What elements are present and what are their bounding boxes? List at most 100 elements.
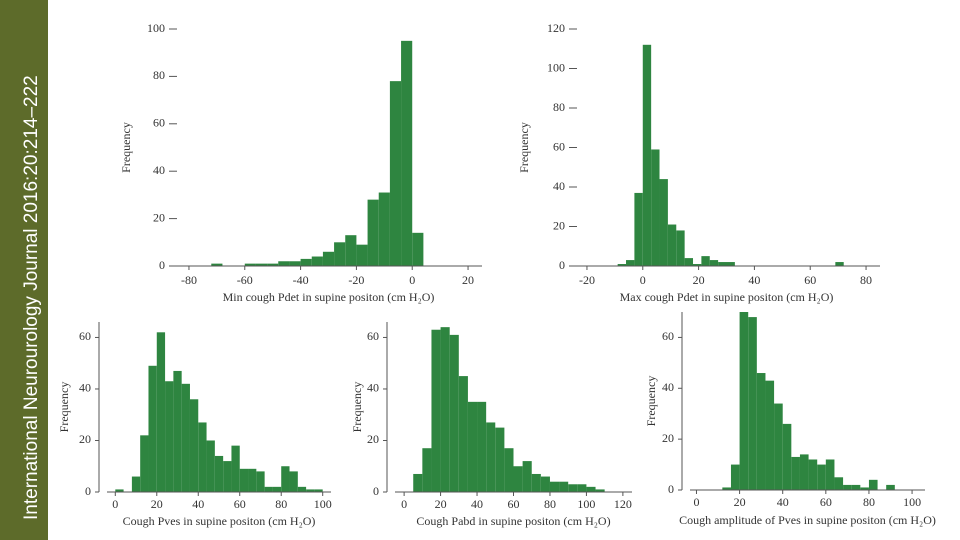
bar <box>264 486 273 492</box>
bar <box>156 332 166 492</box>
y-tick-label: 60 <box>553 139 565 153</box>
bar <box>322 251 335 266</box>
bar <box>297 486 307 492</box>
bar <box>595 489 605 492</box>
bar <box>413 473 423 492</box>
bar <box>642 44 652 266</box>
x-tick-label: 80 <box>860 273 872 287</box>
x-tick-label: 40 <box>748 273 760 287</box>
y-tick-label: 80 <box>553 100 565 114</box>
bar <box>248 468 257 492</box>
y-tick-label: 0 <box>373 484 379 498</box>
y-tick-label: 0 <box>559 258 565 272</box>
bar <box>667 224 677 266</box>
bar <box>825 459 835 490</box>
bar <box>231 445 240 492</box>
bar <box>886 484 895 490</box>
x-tick-label: -60 <box>237 273 253 287</box>
y-axis-label: Frequency <box>644 376 658 427</box>
bar <box>513 466 523 492</box>
bar <box>531 473 541 492</box>
y-tick-label: 60 <box>79 329 91 343</box>
x-tick-label: 120 <box>614 497 632 511</box>
bar <box>458 376 468 492</box>
y-tick-label: 20 <box>367 432 379 446</box>
x-tick-label: 0 <box>693 495 699 509</box>
bar <box>748 317 757 490</box>
x-tick-label: 20 <box>151 497 163 511</box>
bar <box>181 383 190 492</box>
bar <box>808 459 818 490</box>
x-tick-label: 60 <box>234 497 246 511</box>
bar <box>314 489 323 492</box>
bar <box>334 242 346 266</box>
y-tick-label: 40 <box>367 381 379 395</box>
bar <box>782 423 792 490</box>
y-axis-label: Frequency <box>57 382 71 433</box>
x-tick-label: 80 <box>863 495 875 509</box>
bar <box>311 256 323 266</box>
bar <box>389 81 402 266</box>
x-tick-label: -80 <box>181 273 197 287</box>
x-tick-label: 60 <box>804 273 816 287</box>
x-tick-label: 20 <box>435 497 447 511</box>
x-axis-label: Cough amplitude of Pves in supine posito… <box>679 513 936 527</box>
y-tick-label: 0 <box>159 258 165 272</box>
bar <box>412 232 424 266</box>
bar <box>765 380 775 490</box>
bar <box>868 479 878 490</box>
bar <box>577 484 587 492</box>
y-axis-label: Frequency <box>517 122 531 173</box>
bar <box>834 477 844 490</box>
y-tick-label: 40 <box>79 381 91 395</box>
bar <box>422 448 432 492</box>
y-tick-label: 120 <box>547 21 565 35</box>
bar <box>281 466 290 492</box>
x-tick-label: 20 <box>462 273 474 287</box>
bar <box>634 192 643 266</box>
bar <box>189 399 199 492</box>
x-tick-label: -20 <box>579 273 595 287</box>
y-tick-label: 100 <box>547 60 565 74</box>
x-tick-label: 40 <box>192 497 204 511</box>
x-tick-label: 60 <box>820 495 832 509</box>
bar <box>173 370 182 492</box>
x-tick-label: 0 <box>112 497 118 511</box>
y-tick-label: 60 <box>367 329 379 343</box>
x-tick-label: 0 <box>409 273 415 287</box>
bar <box>289 261 301 266</box>
bar <box>791 456 800 490</box>
x-axis-label: Cough Pves in supine positon (cm H₂O) <box>123 514 316 528</box>
bar <box>256 471 265 492</box>
bar <box>860 487 869 490</box>
y-tick-label: 20 <box>662 431 674 445</box>
bar <box>356 244 368 266</box>
bar <box>244 263 256 266</box>
bar <box>659 179 668 266</box>
bar <box>540 476 550 492</box>
x-tick-label: 20 <box>734 495 746 509</box>
y-tick-label: 60 <box>153 116 165 130</box>
bar <box>255 263 268 266</box>
bar <box>726 262 735 266</box>
bar <box>522 461 532 492</box>
bar <box>626 260 635 266</box>
bar <box>756 373 766 490</box>
bar <box>467 401 478 492</box>
bar <box>504 448 514 492</box>
y-axis-label: Frequency <box>119 122 133 173</box>
bar <box>835 262 844 266</box>
bar <box>378 192 390 266</box>
bar <box>495 427 505 492</box>
x-tick-label: 20 <box>693 273 705 287</box>
y-tick-label: 20 <box>553 218 565 232</box>
bar <box>367 199 379 266</box>
bar <box>486 422 496 492</box>
y-tick-label: 20 <box>79 432 91 446</box>
bar <box>568 484 578 492</box>
bar <box>722 487 731 490</box>
x-axis-label: Cough Pabd in supine positon (cm H₂O) <box>416 514 610 528</box>
bar <box>165 381 174 492</box>
bar <box>739 312 749 490</box>
bar <box>709 260 719 266</box>
